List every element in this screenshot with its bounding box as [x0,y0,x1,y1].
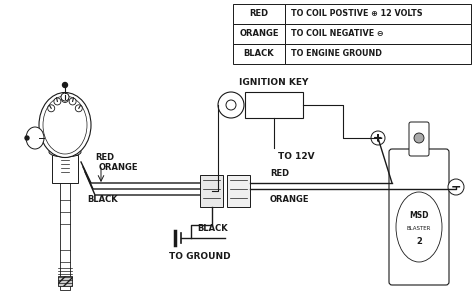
Bar [285,4,471,24]
FancyBboxPatch shape [409,122,429,156]
Text: TO GROUND: TO GROUND [169,252,231,261]
Circle shape [448,179,464,195]
Text: TO ENGINE GROUND: TO ENGINE GROUND [291,49,382,58]
Bar [58,276,72,286]
Text: 2: 2 [416,237,422,246]
Circle shape [48,105,55,112]
Text: MSD: MSD [409,210,429,220]
Text: RED: RED [95,153,114,162]
Circle shape [75,105,82,112]
Bar [245,92,303,118]
FancyBboxPatch shape [389,149,449,285]
Text: RED: RED [270,169,289,178]
Circle shape [25,136,29,140]
Bar [52,155,78,183]
Bar [200,175,223,207]
Text: TO 12V: TO 12V [278,152,315,161]
Bar [285,24,471,44]
Text: ORANGE: ORANGE [270,195,310,204]
Text: BLACK: BLACK [244,49,274,58]
Circle shape [61,93,69,101]
Circle shape [63,83,67,88]
Text: BLASTER: BLASTER [407,226,431,232]
Bar [233,4,285,24]
Text: ORANGE: ORANGE [239,30,279,38]
Text: BLACK: BLACK [87,195,118,204]
Ellipse shape [49,147,81,157]
Text: −: − [451,181,461,193]
Text: RED: RED [249,10,269,18]
Circle shape [371,131,385,145]
Bar [60,175,70,290]
Circle shape [54,98,61,105]
Text: BLACK: BLACK [197,224,228,233]
Text: IGNITION KEY: IGNITION KEY [239,78,309,87]
Ellipse shape [43,96,87,154]
Circle shape [62,95,69,103]
Bar [233,24,285,44]
Bar [233,44,285,64]
Circle shape [69,98,76,105]
Ellipse shape [39,92,91,158]
Text: TO COIL POSTIVE ⊕ 12 VOLTS: TO COIL POSTIVE ⊕ 12 VOLTS [291,10,423,18]
Ellipse shape [26,127,44,149]
Bar [227,175,250,207]
Circle shape [226,100,236,110]
Text: +: + [373,131,383,145]
Text: +: + [374,133,383,143]
Circle shape [218,92,244,118]
Text: TO COIL NEGATIVE ⊖: TO COIL NEGATIVE ⊖ [291,30,383,38]
Circle shape [414,133,424,143]
Bar [285,44,471,64]
Text: ORANGE: ORANGE [99,164,138,173]
Ellipse shape [396,192,442,262]
